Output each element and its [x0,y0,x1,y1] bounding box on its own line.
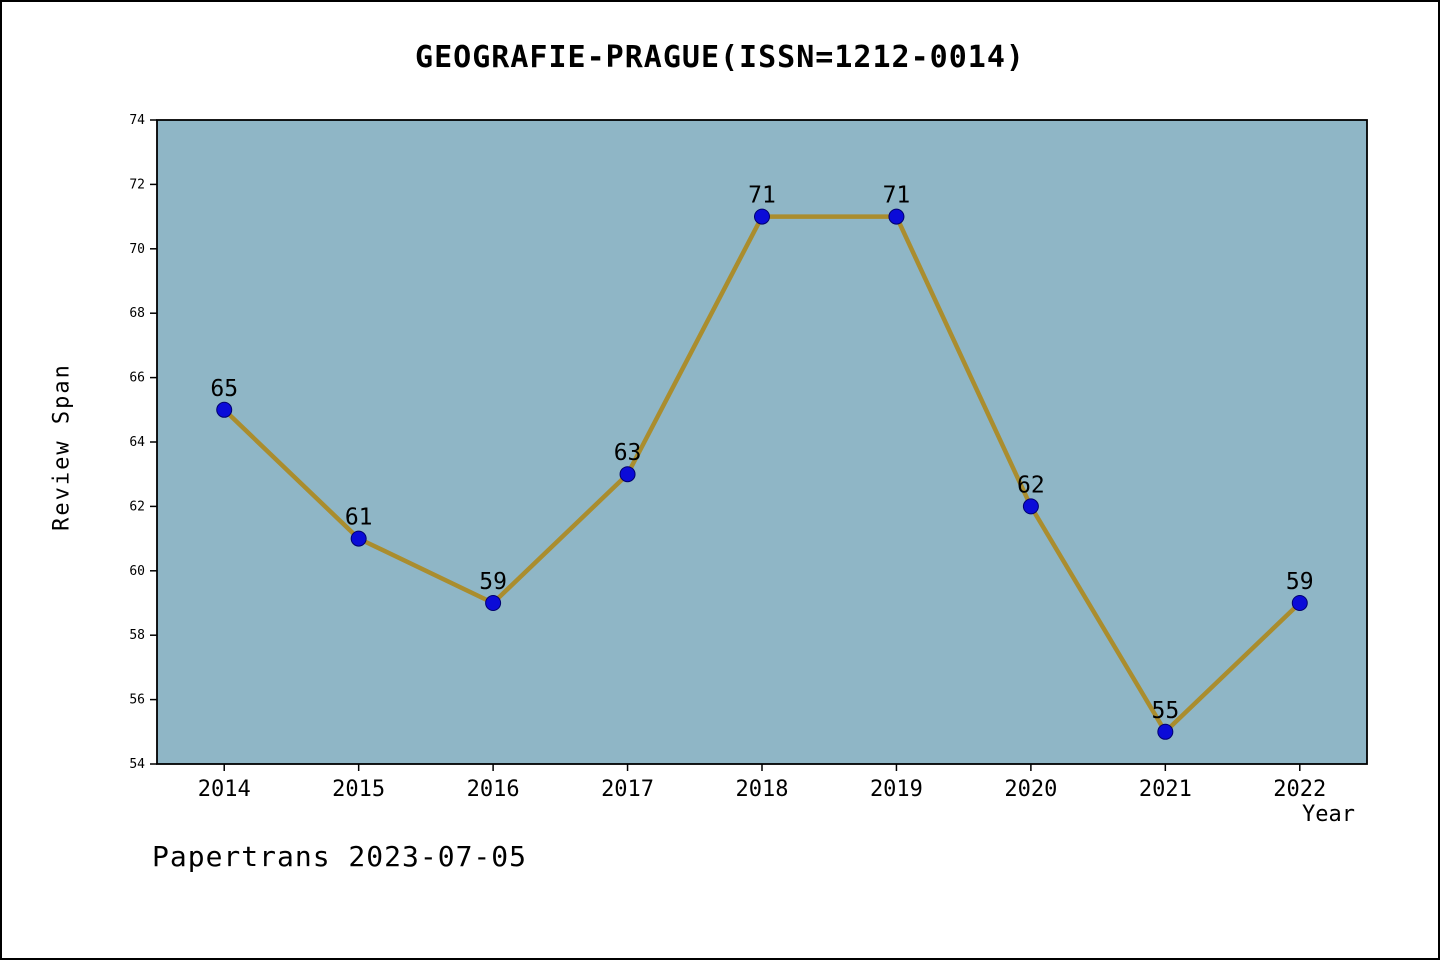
data-point-label: 62 [1017,472,1045,498]
data-point-label: 59 [479,569,507,595]
y-tick-label: 54 [129,757,145,772]
data-point [350,530,367,547]
data-point [1022,498,1039,515]
data-point-label: 65 [210,376,238,402]
data-point [888,208,905,225]
y-tick-label: 66 [129,371,145,386]
data-point [754,208,770,225]
data-point [1291,595,1308,611]
y-tick-label: 56 [129,693,145,708]
y-tick-label: 70 [129,242,145,257]
data-point-label: 63 [614,440,642,466]
data-point-label: 59 [1286,569,1314,595]
y-tick-label: 74 [129,113,145,128]
data-point [485,595,502,611]
x-tick-label: 2021 [1139,777,1192,802]
y-tick-label: 68 [129,306,145,321]
watermark-text: Papertrans 2023-07-05 [152,840,528,873]
x-tick-label: 2016 [467,777,520,802]
y-tick-label: 72 [129,177,145,192]
data-point-label: 71 [883,183,911,209]
y-tick-label: 64 [129,435,145,450]
x-tick-label: 2017 [601,777,654,802]
y-tick-label: 58 [129,628,145,643]
chart-title: GEOGRAFIE-PRAGUE(ISSN=1212-0014) [415,40,1025,75]
x-axis-label: Year [1302,802,1355,827]
x-tick-label: 2018 [736,777,789,802]
data-point-label: 55 [1151,698,1179,724]
x-tick-label: 2019 [870,777,923,802]
data-point [216,401,233,418]
data-point [619,466,636,483]
y-tick-label: 60 [129,564,145,579]
x-tick-label: 2015 [332,777,385,802]
y-tick-label: 62 [129,499,145,514]
x-tick-label: 2020 [1004,777,1057,802]
plot-background [157,120,1367,764]
data-point-label: 71 [748,183,776,209]
data-point [1157,723,1174,740]
axes-frame [156,119,1368,765]
x-tick-label: 2014 [198,777,251,802]
data-point-label: 61 [345,505,373,531]
x-tick-label: 2022 [1273,777,1326,802]
